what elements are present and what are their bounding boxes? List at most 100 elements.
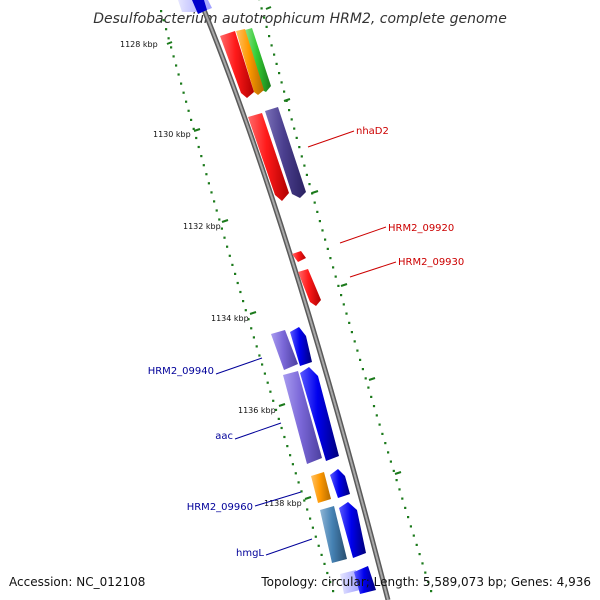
inner-ring-dot <box>170 46 173 49</box>
gene-feature-blue-2[interactable] <box>300 367 339 461</box>
outer-ring-dot <box>265 25 268 28</box>
outer-ring-dot <box>311 192 314 195</box>
gene-feature-hrm2-09930[interactable] <box>298 269 321 306</box>
outer-ring-dot <box>348 321 351 324</box>
inner-ring-dot <box>187 109 190 112</box>
forward-strand-genes <box>178 0 321 306</box>
outer-ring-dot <box>316 210 319 213</box>
topology-text: Topology: circular; Length: 5,589,073 bp… <box>260 575 591 589</box>
gene-label-nhaD2[interactable]: nhaD2 <box>356 126 389 137</box>
outer-ring-dot <box>395 479 398 482</box>
inner-ring-dot <box>252 336 255 339</box>
outer-ring-dot <box>298 146 301 149</box>
outer-ring-dot <box>421 562 424 565</box>
inner-ring-dot <box>286 445 289 448</box>
gene-feature-top-blue-fragment[interactable] <box>178 0 212 14</box>
gene-feature-hrm2-09920[interactable] <box>292 251 306 262</box>
inner-ring-dot <box>274 408 278 411</box>
gene-label-hrm2-09960[interactable]: HRM2_09960 <box>187 502 253 513</box>
inner-ring-dot <box>258 354 261 357</box>
tick-label-1136: 1136 kbp <box>238 406 276 415</box>
outer-ring-dot <box>372 405 376 408</box>
outer-ring-dot <box>321 229 324 232</box>
gene-feature-orange[interactable] <box>236 29 264 95</box>
outer-ring-dot <box>337 284 340 287</box>
outer-ring-dot <box>415 543 418 546</box>
outer-ring-dot <box>389 460 392 463</box>
inner-ring-dot <box>231 263 234 266</box>
outer-ring-dot <box>409 525 412 528</box>
tick-label-1134: 1134 kbp <box>211 314 249 323</box>
outer-ring-dot <box>329 257 332 260</box>
outer-ring-dot <box>345 312 348 315</box>
inner-ring-dot <box>320 553 323 556</box>
inner-ring-dot <box>277 417 280 420</box>
gene-feature-red-1[interactable] <box>220 31 254 98</box>
outer-ring-dot <box>424 571 427 574</box>
inner-ring-dot <box>280 426 283 430</box>
tick-label-1128: 1128 kbp <box>120 40 158 49</box>
outer-ring-dot <box>378 423 381 426</box>
outer-ring-dot <box>350 331 353 334</box>
inner-ring-dot <box>207 182 210 185</box>
gene-label-hrm2-09920[interactable]: HRM2_09920 <box>388 223 454 234</box>
gene-feature-nhaD2[interactable] <box>248 113 289 201</box>
outer-ring-dot <box>387 451 390 454</box>
outer-tick-ring <box>258 0 433 593</box>
inner-ring-dot <box>329 580 332 584</box>
gene-feature-blue-1[interactable] <box>290 327 312 366</box>
inner-ring-dot <box>175 64 178 67</box>
tick-label-1132: 1132 kbp <box>183 222 221 231</box>
inner-ring-dot <box>300 490 303 493</box>
gene-label-hmgL[interactable]: hmgL <box>236 548 264 559</box>
outer-ring-dot <box>288 109 291 112</box>
gene-label-hrm2-09930[interactable]: HRM2_09930 <box>398 257 464 268</box>
gene-feature-hmgL[interactable] <box>320 506 347 563</box>
forward-label-leaders <box>307 130 397 278</box>
inner-ring-dot <box>228 254 231 257</box>
outer-ring-dot <box>384 442 387 445</box>
inner-ring-dot <box>297 481 300 484</box>
inner-ring-dot <box>261 363 264 366</box>
gene-feature-aac[interactable] <box>283 371 322 464</box>
gene-feature-dark-purple[interactable] <box>265 107 306 198</box>
inner-ring-dot <box>185 100 188 103</box>
outer-ring-dot <box>418 553 421 556</box>
gene-label-hrm2-09940[interactable]: HRM2_09940 <box>148 366 214 377</box>
reverse-label-leaders <box>215 357 313 556</box>
inner-ring-dot <box>202 164 205 167</box>
outer-ring-dot <box>303 164 306 167</box>
outer-ring-dot <box>305 173 308 176</box>
inner-ring-dot <box>326 571 329 575</box>
inner-ring-dot <box>244 309 247 312</box>
outer-ring-dot <box>412 534 415 537</box>
outer-ring-dot <box>356 349 359 352</box>
outer-ring-dot <box>367 386 370 389</box>
gene-label-aac[interactable]: aac <box>215 431 233 442</box>
inner-ring-dot <box>317 544 320 547</box>
inner-ring-dot <box>242 300 245 303</box>
gene-feature-blue-3[interactable] <box>339 502 366 558</box>
inner-ring-dot <box>309 517 312 520</box>
gene-feature-hrm2-09960[interactable] <box>330 469 350 498</box>
inner-ring-dot <box>165 28 168 31</box>
outer-ring-dot <box>313 201 316 204</box>
outer-ring-dot <box>332 266 335 269</box>
tick-label-1138: 1138 kbp <box>264 499 302 508</box>
outer-ring-dot <box>280 81 283 84</box>
inner-ring-dot <box>239 290 242 294</box>
kbp-tick-marks <box>166 41 312 500</box>
inner-ring-dot <box>177 73 180 76</box>
gene-feature-hrm2-09940[interactable] <box>271 330 298 370</box>
outer-ring-dot <box>324 238 327 241</box>
outer-ring-dot <box>407 516 410 519</box>
gene-feature-orange-2[interactable] <box>311 472 331 503</box>
gene-feature-green[interactable] <box>245 28 271 92</box>
inner-ring-dot <box>269 390 272 393</box>
outer-ring-dot <box>268 35 271 38</box>
inner-ring-dot <box>223 236 226 239</box>
gene-labels: nhaD2 HRM2_09920 HRM2_09930 HRM2_09940 a… <box>148 126 465 559</box>
gene-feature-bottom-fragment[interactable] <box>340 566 376 594</box>
inner-tick-ring <box>160 10 335 593</box>
inner-ring-dot <box>210 191 213 194</box>
